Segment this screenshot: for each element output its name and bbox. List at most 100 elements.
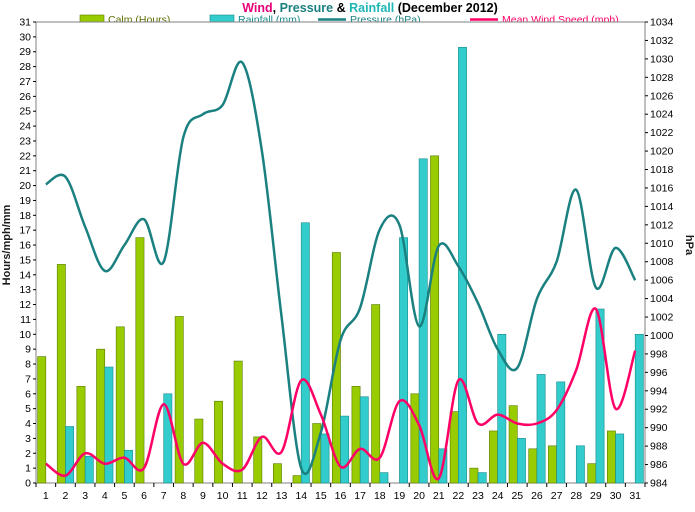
calm-bar (273, 463, 282, 484)
right-tick-label: 1028 (650, 72, 674, 84)
rainfall-bar (300, 222, 310, 484)
calm-bar (449, 411, 459, 484)
left-tick-label: 19 (19, 195, 31, 207)
x-tick-label: 11 (237, 490, 248, 502)
right-tick-label: 1010 (650, 238, 674, 250)
left-tick-label: 16 (19, 240, 31, 252)
calm-bar (174, 316, 184, 484)
title-part: & (333, 1, 349, 15)
x-tick-label: 15 (315, 490, 327, 502)
left-tick-label: 10 (19, 329, 31, 341)
left-tick-label: 26 (19, 91, 31, 103)
x-tick-label: 27 (551, 490, 563, 502)
left-tick-label: 12 (19, 299, 31, 311)
calm-bar (371, 304, 381, 484)
x-tick-label: 26 (531, 490, 543, 502)
right-axis-title: hPa (683, 235, 695, 256)
calm-bar (56, 264, 66, 484)
x-tick-label: 30 (610, 490, 622, 502)
left-tick-label: 11 (20, 314, 31, 326)
right-tick-label: 1020 (650, 146, 674, 158)
left-tick-label: 9 (25, 344, 31, 356)
left-tick-label: 17 (19, 225, 31, 237)
x-tick-label: 22 (453, 490, 465, 502)
calm-bar (76, 386, 86, 484)
right-tick-label: 1034 (650, 17, 674, 29)
left-tick-label: 23 (19, 135, 31, 147)
plot-area (35, 21, 646, 484)
left-tick-label: 8 (25, 359, 31, 371)
x-tick-label: 10 (217, 490, 229, 502)
right-tick-label: 1030 (650, 53, 674, 65)
rainfall-bar (399, 237, 408, 484)
title-part: Rainfall (349, 1, 394, 15)
right-tick-label: 1000 (650, 330, 674, 342)
right-y-axis: 984 986 988 990 992 994 996 998 1000 1002 1004 1006… (645, 17, 674, 490)
right-tick-label: 1006 (650, 275, 674, 287)
title-part: (December 2012) (394, 1, 498, 15)
calm-bar (489, 430, 498, 484)
rainfall-bar (575, 445, 585, 484)
rainfall-bar (104, 366, 114, 484)
left-tick-label: 24 (19, 121, 31, 133)
left-tick-label: 1 (25, 463, 31, 475)
rainfall-bar (497, 333, 507, 484)
left-tick-label: 20 (19, 180, 31, 192)
left-tick-label: 28 (19, 61, 31, 73)
left-tick-label: 4 (25, 418, 31, 430)
x-tick-label: 3 (82, 490, 88, 502)
right-tick-label: 1026 (650, 90, 674, 102)
title-part: Wind (242, 1, 272, 15)
rainfall-bar (556, 381, 566, 484)
right-tick-label: 986 (650, 459, 668, 471)
left-tick-label: 0 (25, 478, 31, 490)
rainfall-bar (65, 426, 75, 484)
calm-bar (548, 445, 557, 484)
x-tick-label: 19 (394, 490, 406, 502)
x-tick-label: 23 (472, 490, 484, 502)
left-tick-label: 6 (25, 388, 31, 400)
calm-bar (135, 237, 145, 484)
rainfall-bar (517, 438, 526, 484)
wind-speed-line (45, 307, 637, 481)
rainfall-bar (536, 374, 546, 484)
right-tick-label: 1016 (650, 182, 674, 194)
right-tick-label: 990 (650, 422, 668, 434)
x-tick-label: 28 (570, 490, 582, 502)
calm-bar (214, 400, 223, 484)
title-part: , (273, 1, 280, 15)
calm-bar (410, 393, 420, 484)
right-tick-label: 1008 (650, 256, 674, 268)
x-tick-label: 12 (256, 490, 268, 502)
right-tick-label: 984 (650, 478, 668, 490)
x-tick-label: 25 (511, 490, 523, 502)
rainfall-bar (634, 333, 644, 484)
left-tick-label: 22 (19, 150, 31, 162)
left-tick-label: 5 (25, 403, 31, 415)
x-axis: 1 2 3 4 5 6 7 8 9 10 11 12 13 14 15 16 17 18 19 20 21 22 23 24 2… (35, 483, 646, 502)
left-tick-label: 15 (19, 254, 31, 266)
right-tick-label: 1022 (650, 127, 674, 139)
right-tick-label: 1032 (650, 35, 674, 47)
x-tick-label: 17 (354, 490, 366, 502)
calm-bar (253, 436, 263, 484)
rainfall-bar (84, 455, 94, 484)
right-tick-label: 1012 (650, 219, 674, 231)
right-tick-label: 996 (650, 367, 668, 379)
x-tick-label: 7 (161, 490, 167, 502)
x-tick-label: 16 (335, 490, 347, 502)
x-tick-label: 29 (590, 490, 602, 502)
calm-bar (351, 386, 361, 484)
left-tick-label: 2 (25, 448, 31, 460)
calm-bar (233, 360, 243, 484)
bars (37, 46, 644, 484)
right-tick-label: 988 (650, 441, 668, 453)
left-tick-label: 30 (19, 31, 31, 43)
right-tick-label: 994 (650, 385, 668, 397)
left-tick-label: 29 (19, 46, 31, 58)
calm-bar (469, 467, 479, 484)
left-tick-label: 25 (19, 106, 31, 118)
rainfall-bar (340, 415, 350, 484)
